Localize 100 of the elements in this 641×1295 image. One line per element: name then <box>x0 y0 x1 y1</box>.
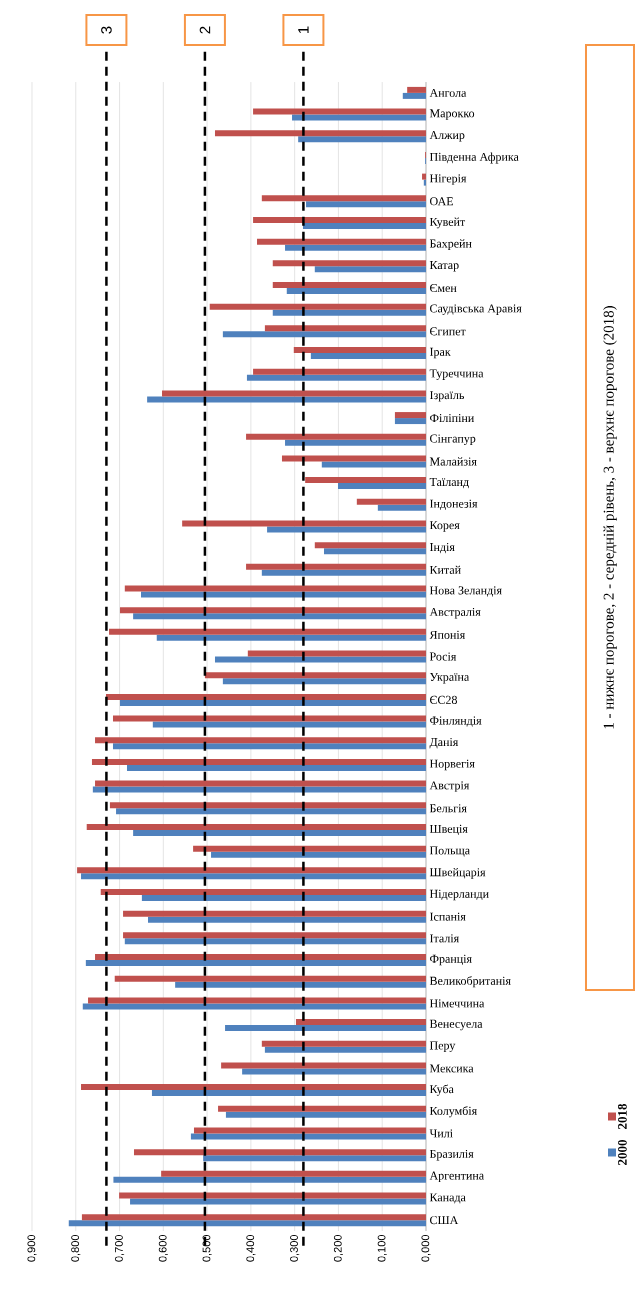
bar <box>293 347 426 354</box>
y-tick-label: Колумбія <box>429 1106 477 1118</box>
bar <box>193 1127 426 1134</box>
bar <box>323 548 426 555</box>
bar <box>246 433 426 440</box>
y-tick-label: Єгипет <box>430 327 466 336</box>
y-tick-label: Німеччина <box>429 999 485 1008</box>
bar <box>190 1133 426 1140</box>
y-tick-label: Данія <box>429 737 459 749</box>
y-tick-label: Норвегія <box>429 759 475 771</box>
bar <box>272 309 426 316</box>
bar <box>156 634 426 641</box>
bar <box>377 504 426 511</box>
bar <box>246 374 426 381</box>
bar <box>126 764 426 771</box>
y-tick-label: Японія <box>429 630 466 639</box>
bar <box>77 867 426 874</box>
bar <box>214 656 426 663</box>
y-tick-label: Сінгапур <box>430 434 476 446</box>
bar <box>123 910 426 917</box>
bar <box>253 108 426 115</box>
bar <box>267 526 426 533</box>
bar <box>218 1105 426 1112</box>
bar <box>298 136 426 143</box>
y-tick-label: ЄС28 <box>430 695 457 704</box>
x-tick-label: 0,200 <box>333 1234 343 1262</box>
y-tick-label: Фінляндія <box>430 716 482 727</box>
bar <box>95 780 426 787</box>
bar <box>321 461 426 468</box>
legend-label: 2000 <box>617 1139 627 1165</box>
bar <box>161 1170 426 1177</box>
y-tick-label: Малайзія <box>429 457 477 466</box>
bar <box>112 715 426 722</box>
text: 1 <box>298 26 309 34</box>
bar <box>148 916 426 923</box>
bar <box>175 981 426 988</box>
y-tick-label: Катар <box>429 261 459 272</box>
bar <box>394 418 426 425</box>
bar <box>82 1003 426 1010</box>
bar <box>112 743 426 750</box>
y-tick-label: Кувейт <box>429 217 466 229</box>
bar <box>91 758 426 765</box>
y-tick-label: Перу <box>429 1041 456 1052</box>
bar <box>116 808 426 815</box>
bar <box>221 1062 426 1069</box>
bar <box>204 672 426 679</box>
bar <box>119 607 426 614</box>
bar <box>246 563 426 570</box>
bar <box>261 569 426 576</box>
bar <box>222 678 426 685</box>
y-tick-label: Канада <box>429 1193 466 1204</box>
y-tick-label: Китай <box>429 565 461 574</box>
bar <box>95 737 426 744</box>
bar <box>261 195 426 202</box>
bar <box>119 699 426 706</box>
y-tick-label: Швеція <box>429 824 468 836</box>
x-tick-label: 0,700 <box>115 1234 125 1262</box>
bar <box>314 266 426 273</box>
bar <box>86 823 426 830</box>
bar <box>305 477 426 484</box>
y-tick-label: Марокко <box>429 109 475 120</box>
bar <box>356 498 426 505</box>
y-tick-label: Австралія <box>429 607 481 619</box>
bar <box>109 628 426 635</box>
bar <box>81 873 426 880</box>
bar <box>203 1155 426 1162</box>
bar <box>193 845 426 852</box>
bar <box>85 960 426 967</box>
y-tick-label: Індія <box>429 543 455 554</box>
y-tick-label: Куба <box>429 1084 454 1096</box>
y-tick-label: Україна <box>429 673 470 684</box>
bar <box>141 895 426 901</box>
bar <box>95 954 426 961</box>
x-tick-label: 0,900 <box>27 1234 37 1262</box>
bar <box>261 1040 426 1047</box>
y-tick-label: Корея <box>429 521 460 532</box>
y-tick-label: Франція <box>430 954 472 966</box>
bar <box>394 412 426 419</box>
y-tick-label: Ірак <box>429 347 451 359</box>
text: 2 <box>199 26 211 34</box>
bar <box>182 520 426 527</box>
y-tick-label: Польща <box>429 846 470 857</box>
bar <box>407 86 426 93</box>
bar <box>295 1019 426 1026</box>
bar <box>225 1111 426 1118</box>
bar <box>124 938 426 945</box>
y-tick-label: Філіпіни <box>430 414 474 423</box>
y-tick-label: Нідерланди <box>429 889 489 901</box>
bar <box>147 396 426 403</box>
bar <box>68 1220 426 1227</box>
bar <box>222 331 426 338</box>
bar <box>272 260 426 267</box>
y-tick-label: Аргентина <box>429 1171 484 1183</box>
bar <box>247 650 426 657</box>
bar <box>113 1176 426 1183</box>
y-tick-label: Ізраїль <box>429 391 465 402</box>
y-tick-label: Саудівська Аравія <box>430 304 522 315</box>
bar <box>253 216 426 223</box>
y-tick-label: Австрія <box>429 781 470 792</box>
y-tick-label: Нова Зеландія <box>429 586 502 597</box>
